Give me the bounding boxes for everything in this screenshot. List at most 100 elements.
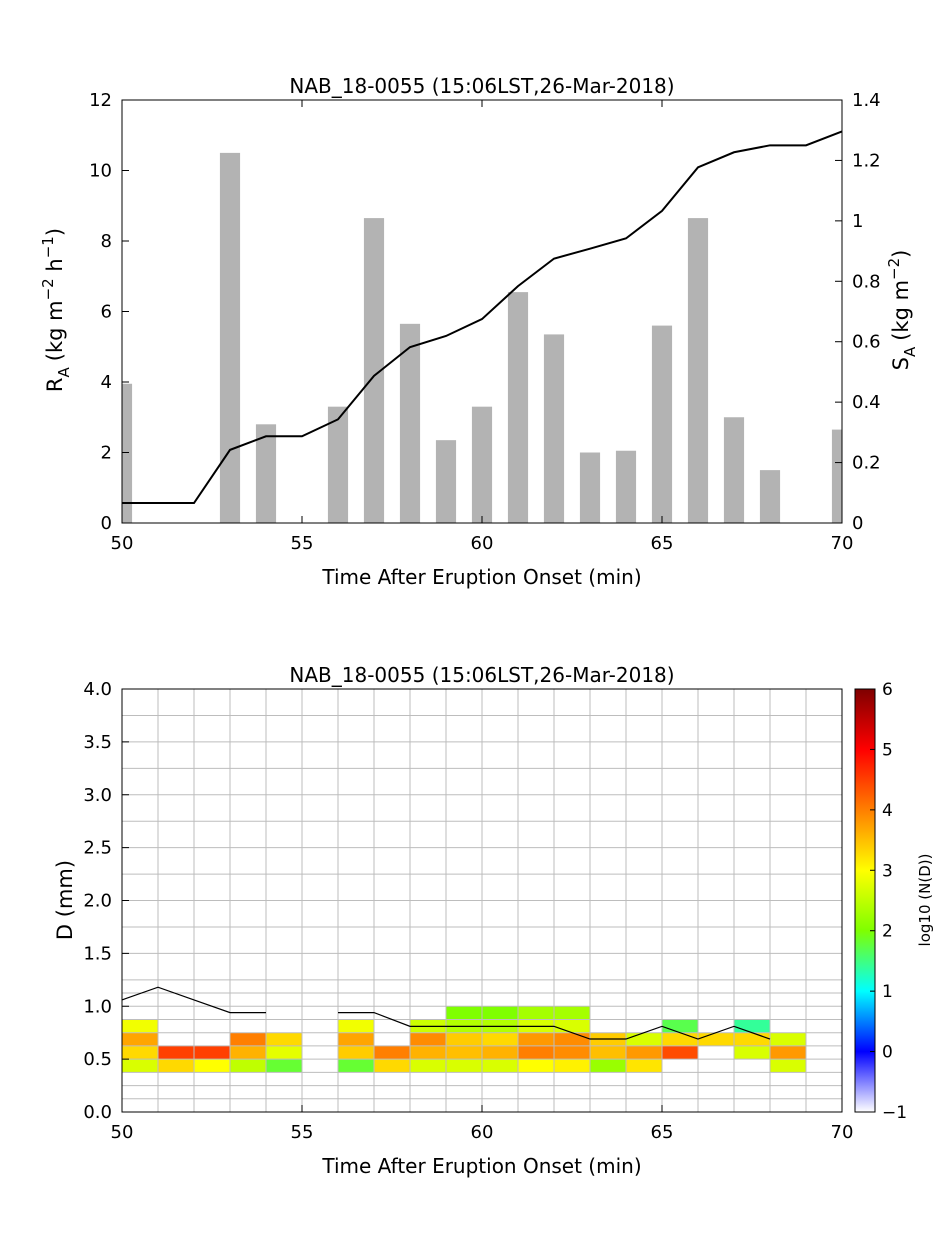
x-tick-label: 70 xyxy=(831,1122,854,1143)
y2-tick-label: 1.4 xyxy=(852,90,881,111)
heatmap-cell xyxy=(554,1045,590,1060)
y-tick-label: 2.5 xyxy=(83,838,112,859)
heatmap-cell xyxy=(338,1045,374,1060)
y-tick-label: 10 xyxy=(89,161,112,182)
y-tick-label: 0 xyxy=(101,513,112,534)
heatmap-cell xyxy=(446,1032,482,1046)
colorbar-tick-label: 3 xyxy=(882,861,893,881)
heatmap-cell xyxy=(482,1006,518,1020)
colorbar-tick-label: 6 xyxy=(882,680,893,700)
y-tick-label: 2 xyxy=(101,443,112,464)
heatmap-cell xyxy=(122,1045,158,1060)
bar xyxy=(471,406,493,523)
heatmap-cell xyxy=(590,1045,626,1060)
x-tick-label: 60 xyxy=(471,1122,494,1143)
heatmap-cell xyxy=(482,1032,518,1046)
heatmap-cell xyxy=(554,1032,590,1046)
heatmap-cell xyxy=(266,1059,302,1073)
bar xyxy=(435,440,457,523)
heatmap-cell xyxy=(122,1019,158,1033)
x-tick-label: 70 xyxy=(831,533,854,554)
heatmap-cell xyxy=(338,1019,374,1033)
heatmap-cell xyxy=(194,1045,230,1060)
x-tick-label: 50 xyxy=(111,1122,134,1143)
x-tick-label: 65 xyxy=(651,533,674,554)
heatmap-cell xyxy=(626,1032,662,1046)
y-tick-label: 1.0 xyxy=(83,996,112,1017)
heatmap-cell xyxy=(230,1045,266,1060)
heatmap-cell xyxy=(662,1019,698,1033)
heatmap-cell xyxy=(446,1006,482,1020)
heatmap-cell xyxy=(410,1045,446,1060)
bottom-chart: 50 55 60 65 700.00.51.01.52.02.53.03.54.0 NA… xyxy=(53,663,934,1178)
y2-tick-label: 0 xyxy=(852,513,863,534)
y2-tick-label: 0.4 xyxy=(852,392,881,413)
bar xyxy=(615,450,637,523)
heatmap-cell xyxy=(482,1059,518,1073)
max-diameter-segment xyxy=(338,1011,771,1040)
heatmap-cells xyxy=(122,1006,806,1073)
heatmap-cell xyxy=(194,1059,230,1073)
x-tick-label: 50 xyxy=(111,533,134,554)
y-tick-label: 2.0 xyxy=(83,891,112,912)
heatmap-cell xyxy=(122,1059,158,1073)
heatmap-cell xyxy=(770,1032,806,1046)
bar-series xyxy=(122,152,842,523)
bar xyxy=(831,429,842,523)
bar xyxy=(219,152,241,523)
bar xyxy=(399,323,421,523)
y-tick-label: 3.0 xyxy=(83,785,112,806)
colorbar-tick-label: 4 xyxy=(882,801,893,821)
y-tick-label: 4 xyxy=(101,372,112,393)
y-tick-label: 3.5 xyxy=(83,732,112,753)
colorbar-tick-label: 5 xyxy=(882,740,893,760)
bar xyxy=(122,383,133,523)
bottom-y-axis-label: D (mm) xyxy=(53,860,77,940)
y2-tick-label: 0.2 xyxy=(852,453,881,474)
heatmap-cell xyxy=(338,1059,374,1073)
heatmap-cell xyxy=(662,1045,698,1060)
colorbar-label: log10 (N(D)) xyxy=(916,854,934,947)
bottom-chart-title: NAB_18-0055 (15:06LST,26-Mar-2018) xyxy=(289,663,674,687)
bar xyxy=(723,417,745,523)
heatmap-cell xyxy=(518,1059,554,1073)
heatmap-cell xyxy=(626,1045,662,1060)
heatmap-cell xyxy=(374,1045,410,1060)
x-tick-label: 55 xyxy=(291,533,314,554)
cumulative-line-series xyxy=(122,130,843,505)
heatmap-cell xyxy=(662,1032,698,1046)
bar xyxy=(687,218,709,523)
y-tick-label: 1.5 xyxy=(83,943,112,964)
bar xyxy=(255,424,277,523)
heatmap-cell xyxy=(158,1045,194,1060)
heatmap-cell xyxy=(338,1032,374,1046)
y-tick-label: 0.5 xyxy=(83,1049,112,1070)
x-tick-label: 65 xyxy=(651,1122,674,1143)
heatmap-cell xyxy=(554,1019,590,1033)
heatmap-cell xyxy=(446,1045,482,1060)
cumulative-line xyxy=(122,130,843,505)
bar xyxy=(759,470,781,523)
top-y-axis-label: RA(kg m−2 h−1) xyxy=(39,228,73,392)
colorbar-tick-label: 2 xyxy=(882,922,893,942)
x-tick-label: 60 xyxy=(471,533,494,554)
colorbar-tick-label: −1 xyxy=(882,1103,907,1123)
heatmap-cell xyxy=(770,1059,806,1073)
x-tick-label: 55 xyxy=(291,1122,314,1143)
top-x-axis-label: Time After Eruption Onset (min) xyxy=(321,565,641,589)
heatmap-cell xyxy=(482,1045,518,1060)
heatmap-cell xyxy=(122,1032,158,1046)
heatmap-cell xyxy=(518,1006,554,1020)
heatmap-cell xyxy=(590,1059,626,1073)
heatmap-cell xyxy=(698,1032,734,1046)
heatmap-cell xyxy=(770,1045,806,1060)
y-tick-label: 8 xyxy=(101,231,112,252)
heatmap-cell xyxy=(518,1032,554,1046)
max-diameter-segment xyxy=(121,986,266,1014)
max-diameter-line xyxy=(121,986,771,1040)
top-chart: 50 55 60 65 7002468101200.20.40.60.811.21.4 … xyxy=(39,74,919,589)
y-tick-label: 12 xyxy=(89,90,112,111)
heatmap-cell xyxy=(158,1059,194,1073)
heatmap-cell xyxy=(266,1032,302,1046)
top-chart-title: NAB_18-0055 (15:06LST,26-Mar-2018) xyxy=(289,74,674,98)
